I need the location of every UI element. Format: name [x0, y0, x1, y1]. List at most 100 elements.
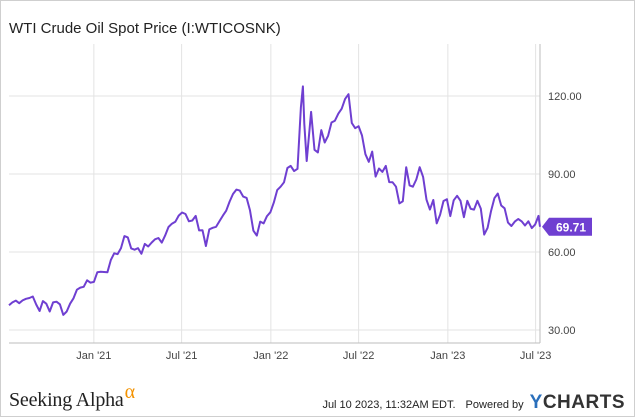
data-point — [470, 208, 472, 210]
data-point — [453, 199, 455, 201]
data-point — [320, 129, 322, 131]
data-point — [378, 167, 380, 169]
data-point — [69, 303, 71, 305]
data-point — [456, 195, 458, 197]
data-point — [364, 153, 366, 155]
data-point — [534, 223, 536, 225]
data-point — [120, 247, 122, 249]
data-point — [116, 253, 118, 255]
data-point — [537, 215, 539, 217]
data-point — [296, 168, 298, 170]
data-point — [212, 227, 214, 229]
data-point — [167, 226, 169, 228]
data-point — [188, 220, 190, 222]
data-point — [279, 186, 281, 188]
data-point — [171, 223, 173, 225]
data-point — [310, 111, 312, 113]
data-point — [385, 165, 387, 167]
data-point — [330, 121, 332, 123]
data-point — [49, 310, 51, 312]
data-point — [357, 125, 359, 127]
data-point — [96, 271, 98, 273]
data-point — [249, 209, 251, 211]
data-point — [269, 211, 271, 213]
data-point — [466, 200, 468, 202]
y-tick-label: 30.00 — [548, 325, 576, 337]
data-point — [21, 299, 23, 301]
data-point — [497, 192, 499, 194]
data-point — [490, 210, 492, 212]
data-point — [273, 201, 275, 203]
data-point — [459, 200, 461, 202]
data-point — [337, 113, 339, 115]
data-point — [493, 197, 495, 199]
data-point — [239, 189, 241, 191]
data-point — [42, 300, 44, 302]
data-point — [32, 295, 34, 297]
data-point — [191, 219, 193, 221]
data-point — [463, 216, 465, 218]
data-point — [276, 189, 278, 191]
ycharts-logo: YCHARTS — [529, 392, 625, 413]
data-point — [127, 236, 129, 238]
data-point — [157, 237, 159, 239]
data-point — [110, 259, 112, 261]
data-point — [449, 215, 451, 217]
data-point — [476, 200, 478, 202]
data-point — [412, 186, 414, 188]
data-point — [28, 297, 30, 299]
data-point — [361, 134, 363, 136]
data-point — [161, 241, 163, 243]
data-point — [290, 165, 292, 167]
data-point — [93, 281, 95, 283]
data-point — [15, 299, 17, 301]
data-point — [391, 181, 393, 183]
data-point — [507, 221, 509, 223]
data-point — [439, 214, 441, 216]
data-point — [432, 199, 434, 201]
data-point — [368, 161, 370, 163]
data-point — [59, 303, 61, 305]
x-tick-label: Jan '22 — [253, 350, 288, 362]
data-point — [306, 160, 308, 162]
data-point — [259, 220, 261, 222]
data-point — [293, 170, 295, 172]
data-point — [286, 167, 288, 169]
data-point — [520, 220, 522, 222]
powered-by-label: Powered by — [465, 399, 524, 411]
data-point — [150, 241, 152, 243]
data-point — [38, 310, 40, 312]
data-point — [106, 271, 108, 273]
data-point — [222, 214, 224, 216]
data-point — [341, 108, 343, 110]
last-value-flag — [542, 217, 592, 236]
data-point — [334, 120, 336, 122]
data-point — [302, 85, 304, 87]
data-point — [388, 181, 390, 183]
last-value-label: 69.71 — [556, 220, 586, 234]
data-point — [232, 193, 234, 195]
data-point — [517, 218, 519, 220]
data-point — [473, 208, 475, 210]
data-point — [436, 222, 438, 224]
data-point — [133, 249, 135, 251]
data-point — [415, 178, 417, 180]
data-point — [317, 151, 319, 153]
data-point — [52, 301, 54, 303]
data-point — [178, 214, 180, 216]
data-point — [147, 245, 149, 247]
data-point — [327, 135, 329, 137]
data-point — [25, 298, 27, 300]
timestamp: Jul 10 2023, 11:32AM EDT. — [322, 399, 456, 411]
data-point — [79, 286, 81, 288]
data-point — [539, 226, 541, 228]
data-point — [218, 220, 220, 222]
data-point — [86, 279, 88, 281]
data-point — [252, 230, 254, 232]
data-point — [130, 247, 132, 249]
data-point — [313, 149, 315, 151]
y-tick-label: 60.00 — [548, 247, 576, 259]
data-point — [83, 286, 85, 288]
data-point — [408, 184, 410, 186]
data-point — [402, 200, 404, 202]
